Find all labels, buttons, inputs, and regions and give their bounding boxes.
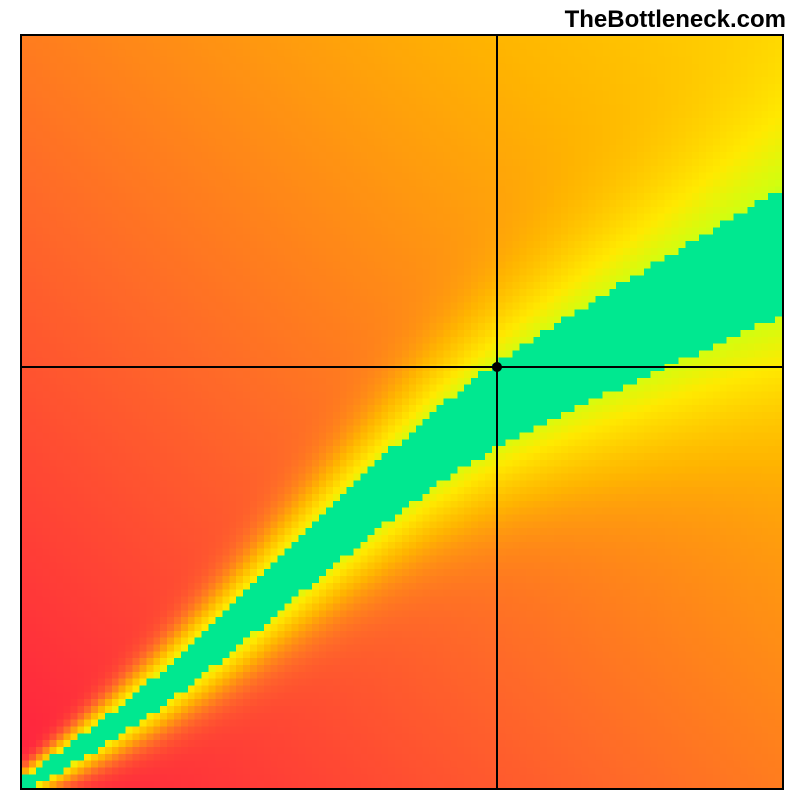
bottleneck-heatmap	[22, 36, 782, 788]
plot-border-bottom	[20, 788, 784, 790]
plot-border-top	[20, 34, 784, 36]
watermark-text: TheBottleneck.com	[565, 6, 786, 34]
plot-border-left	[20, 34, 22, 790]
crosshair-horizontal	[22, 366, 782, 368]
chart-container: { "meta": { "watermark_text": "TheBottle…	[0, 0, 800, 800]
crosshair-vertical	[496, 36, 498, 788]
crosshair-marker	[492, 362, 502, 372]
plot-border-right	[782, 34, 784, 790]
